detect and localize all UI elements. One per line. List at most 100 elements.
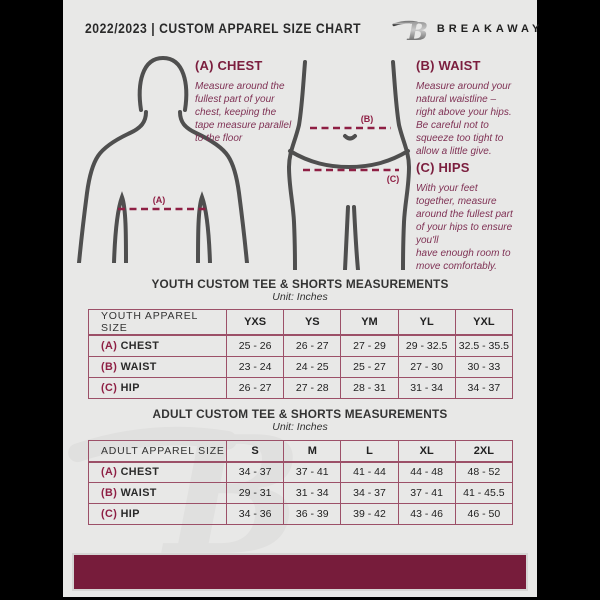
brand-lockup: B BREAKAWAY <box>392 15 544 44</box>
row-label-text: CHEST <box>120 466 160 479</box>
header-cell: YXS <box>225 309 285 336</box>
left-hip-leg-outline <box>286 60 307 270</box>
hips-guide-block: (C) HIPS With your feet together, measur… <box>416 160 537 273</box>
waist-line-label: (B) <box>361 114 374 124</box>
size-cell: 31 - 34 <box>397 376 456 399</box>
size-cell: 34 - 37 <box>340 482 399 504</box>
size-cell: 44 - 48 <box>397 461 456 483</box>
size-cell: 48 - 52 <box>454 461 514 483</box>
breakaway-logo-icon: B <box>392 16 428 44</box>
size-cell: 27 - 28 <box>283 376 342 399</box>
size-cell: 37 - 41 <box>283 461 342 483</box>
table-row: (A) CHEST 34 - 37 37 - 41 41 - 44 44 - 4… <box>88 461 514 483</box>
header-cell: YM <box>340 309 399 336</box>
size-cell: 28 - 31 <box>340 376 399 399</box>
row-label-cell: (B) WAIST <box>88 355 227 378</box>
chest-line-label: (A) <box>153 195 166 205</box>
hips-guide-description: With your feet together, measure around … <box>416 183 513 272</box>
table-row: (B) WAIST 23 - 24 24 - 25 25 - 27 27 - 3… <box>88 355 514 378</box>
size-cell: 30 - 33 <box>454 355 514 378</box>
row-label-text: HIP <box>120 381 140 394</box>
size-chart-document: 2022/2023 | CUSTOM APPAREL SIZE CHART B … <box>63 0 539 597</box>
row-label-cell: (B) WAIST <box>88 482 227 504</box>
size-cell: 37 - 41 <box>397 482 456 504</box>
table-row: YOUTH APPAREL SIZE YXS YS YM YL YXL <box>88 309 514 336</box>
row-prefix: (C) <box>101 508 118 520</box>
adult-section-title: ADULT CUSTOM TEE & SHORTS MEASUREMENTS <box>152 407 448 421</box>
size-cell: 34 - 37 <box>454 376 514 399</box>
size-cell: 24 - 25 <box>283 355 342 378</box>
size-cell: 29 - 32.5 <box>397 334 456 357</box>
waist-guide-block: (B) WAIST Measure around your natural wa… <box>416 58 537 158</box>
row-prefix: (A) <box>101 466 118 479</box>
waistband-curve <box>288 149 410 170</box>
youth-section-title: YOUTH CUSTOM TEE & SHORTS MEASUREMENTS <box>151 277 449 291</box>
header-cell: XL <box>397 440 456 463</box>
size-cell: 25 - 27 <box>340 355 399 378</box>
size-cell: 29 - 31 <box>225 482 285 504</box>
header-cell: M <box>283 440 342 463</box>
adult-section-unit: Unit: Inches <box>272 421 328 433</box>
inner-leg-right <box>352 205 360 270</box>
size-cell: 27 - 30 <box>397 355 456 378</box>
left-shoulder-arm-outline <box>77 110 148 263</box>
table-row: (A) CHEST 25 - 26 26 - 27 27 - 29 29 - 3… <box>88 334 514 357</box>
row-label-text: CHEST <box>120 339 160 352</box>
left-armpit-outline <box>112 191 128 263</box>
row-label-text: HIP <box>120 508 140 520</box>
size-cell: 31 - 34 <box>283 482 342 504</box>
right-hip-leg-outline <box>391 60 412 270</box>
inner-leg-left <box>343 205 350 270</box>
size-cell: 27 - 29 <box>340 334 399 357</box>
youth-size-table: YOUTH APPAREL SIZE YXS YS YM YL YXL (A) … <box>88 309 514 399</box>
header-cell: YS <box>283 309 342 336</box>
header-cell: 2XL <box>454 440 514 463</box>
header-cell: S <box>225 440 285 463</box>
row-prefix: (A) <box>101 339 118 352</box>
row-label-cell: (C) HIP <box>88 503 227 525</box>
table-row: (C) HIP 26 - 27 27 - 28 28 - 31 31 - 34 … <box>88 376 514 399</box>
chest-guide-description: Measure around the fullest part of your … <box>195 81 292 144</box>
row-prefix: (B) <box>101 487 118 499</box>
row-prefix: (C) <box>101 381 118 394</box>
hips-guide-heading: (C) HIPS <box>416 160 470 175</box>
size-cell: 34 - 36 <box>225 503 285 525</box>
size-cell: 43 - 46 <box>397 503 456 525</box>
size-cell: 32.5 - 35.5 <box>454 334 514 357</box>
row-label-text: WAIST <box>120 360 157 373</box>
table-row: ADULT APPAREL SIZE S M L XL 2XL <box>88 440 514 463</box>
chest-guide-block: (A) CHEST Measure around the fullest par… <box>195 58 307 145</box>
header: 2022/2023 | CUSTOM APPAREL SIZE CHART B … <box>85 13 539 45</box>
youth-section-unit: Unit: Inches <box>272 291 328 303</box>
page-title: 2022/2023 | CUSTOM APPAREL SIZE CHART <box>85 20 392 38</box>
right-shoulder-arm-outline <box>178 110 249 263</box>
row-label-text: WAIST <box>120 487 157 499</box>
size-cell: 26 - 27 <box>283 334 342 357</box>
row-label-cell: (C) HIP <box>88 376 227 399</box>
size-cell: 41 - 44 <box>340 461 399 483</box>
header-cell: YOUTH APPAREL SIZE <box>88 309 227 336</box>
chest-guide-heading: (A) CHEST <box>195 58 263 73</box>
table-row: (C) HIP 34 - 36 36 - 39 39 - 42 43 - 46 … <box>88 503 514 525</box>
waist-guide-heading: (B) WAIST <box>416 58 481 73</box>
size-cell: 23 - 24 <box>225 355 285 378</box>
size-cell: 46 - 50 <box>454 503 514 525</box>
size-cell: 25 - 26 <box>225 334 285 357</box>
footer-bar <box>72 553 528 591</box>
svg-text:B: B <box>406 16 428 43</box>
right-armpit-outline <box>196 191 212 263</box>
header-cell: YXL <box>454 309 514 336</box>
hips-line-label: (C) <box>387 174 400 184</box>
torso-diagram: (A) <box>77 55 249 263</box>
page-title-text: 2022/2023 | CUSTOM APPAREL SIZE CHART <box>85 21 362 36</box>
head-outline <box>137 55 189 112</box>
waist-guide-description: Measure around your natural waistline – … <box>416 81 512 157</box>
lower-body-diagram: (B) (C) <box>286 60 412 270</box>
size-cell: 36 - 39 <box>283 503 342 525</box>
header-cell: L <box>340 440 399 463</box>
brand-name: BREAKAWAY <box>436 23 544 35</box>
size-cell: 26 - 27 <box>225 376 285 399</box>
navel-mark <box>343 134 357 141</box>
header-cell: ADULT APPAREL SIZE <box>88 440 227 463</box>
row-prefix: (B) <box>101 360 118 373</box>
